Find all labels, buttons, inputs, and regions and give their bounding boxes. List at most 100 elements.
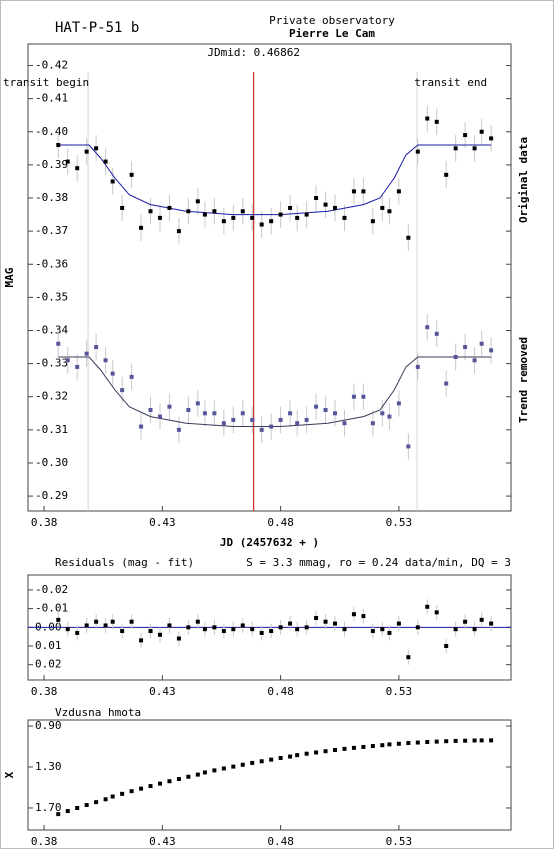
data-point — [453, 354, 458, 359]
data-point — [148, 209, 153, 214]
annotation: S = 3.3 mmag, ro = 0.24 data/min, DQ = 3 — [246, 556, 511, 569]
y-tick-label: -0.39 — [35, 158, 68, 171]
data-point — [84, 149, 89, 154]
y-tick-label: -0.36 — [35, 257, 68, 270]
data-point — [84, 623, 89, 628]
data-point — [444, 643, 449, 648]
data-point — [314, 615, 319, 620]
x-tick-label: 0.38 — [31, 685, 58, 698]
data-point — [472, 146, 477, 151]
data-point — [195, 619, 200, 624]
y-tick-label: -0.32 — [35, 390, 68, 403]
data-point — [129, 619, 134, 624]
y-tick-label: 0.02 — [35, 658, 62, 671]
data-point — [415, 149, 420, 154]
data-point — [202, 212, 207, 217]
data-point — [75, 166, 80, 171]
observer: Pierre Le Cam — [289, 27, 375, 40]
data-point — [323, 202, 328, 207]
data-point — [425, 604, 430, 609]
data-point — [148, 407, 153, 412]
x-tick-label: 0.38 — [31, 516, 58, 529]
x-tick-label: 0.48 — [267, 516, 294, 529]
y-tick-label: 0.01 — [35, 639, 62, 652]
x-axis-label: JD (2457632 + ) — [220, 536, 319, 549]
panel-title: Vzdusna hmota — [55, 706, 141, 719]
data-point — [278, 212, 283, 217]
data-point — [323, 749, 328, 754]
data-point — [167, 779, 172, 784]
data-point — [129, 789, 134, 794]
data-point — [444, 172, 449, 177]
marker-label: transit begin — [3, 76, 89, 89]
data-point — [479, 129, 484, 134]
y-tick-label: -0.41 — [35, 92, 68, 105]
marker-label: JDmid: 0.46862 — [207, 46, 300, 59]
fit-line — [58, 356, 492, 428]
x-tick-label: 0.48 — [267, 685, 294, 698]
legend-label: Original data — [517, 137, 530, 223]
data-point — [288, 411, 293, 416]
data-point — [186, 625, 191, 630]
data-point — [250, 417, 255, 422]
data-point — [370, 421, 375, 426]
data-point — [387, 209, 392, 214]
data-point — [157, 215, 162, 220]
data-point — [139, 225, 144, 230]
data-point — [250, 760, 255, 765]
x-tick-label: 0.43 — [149, 516, 176, 529]
data-point — [396, 189, 401, 194]
panel-title: HAT-P-51 b — [55, 20, 139, 36]
data-point — [65, 627, 70, 632]
data-point — [221, 421, 226, 426]
data-point — [269, 219, 274, 224]
data-point — [453, 738, 458, 743]
data-point — [139, 786, 144, 791]
y-tick-label: -0.38 — [35, 191, 68, 204]
data-point — [84, 803, 89, 808]
data-point — [342, 421, 347, 426]
data-point — [342, 627, 347, 632]
data-point — [406, 444, 411, 449]
data-point — [176, 776, 181, 781]
data-point — [314, 196, 319, 201]
y-tick-label: -0.29 — [35, 489, 68, 502]
data-point — [304, 751, 309, 756]
y-tick-label: 1.30 — [35, 760, 62, 773]
data-point — [472, 358, 477, 363]
data-point — [94, 800, 99, 805]
data-point — [240, 209, 245, 214]
data-point — [314, 404, 319, 409]
data-point — [75, 630, 80, 635]
data-point — [380, 411, 385, 416]
data-point — [463, 345, 468, 350]
data-point — [65, 809, 70, 814]
x-tick-label: 0.53 — [386, 835, 413, 848]
y-axis-label: X — [3, 771, 16, 778]
data-point — [120, 205, 125, 210]
data-point — [463, 738, 468, 743]
y-axis-label: MAG — [3, 267, 16, 287]
data-point — [444, 381, 449, 386]
data-point — [212, 209, 217, 214]
data-point — [103, 159, 108, 164]
data-point — [278, 417, 283, 422]
data-point — [380, 743, 385, 748]
data-point — [288, 621, 293, 626]
data-point — [434, 119, 439, 124]
y-tick-label: -0.37 — [35, 224, 68, 237]
plot-area — [27, 719, 512, 831]
data-point — [333, 205, 338, 210]
data-point — [56, 143, 61, 148]
legend-label: Trend removed — [517, 337, 530, 423]
data-point — [75, 805, 80, 810]
data-point — [295, 627, 300, 632]
data-point — [110, 179, 115, 184]
data-point — [195, 401, 200, 406]
data-point — [94, 345, 99, 350]
data-point — [84, 351, 89, 356]
data-point — [202, 627, 207, 632]
y-tick-label: -0.02 — [35, 583, 68, 596]
x-tick-label: 0.43 — [149, 835, 176, 848]
data-point — [259, 222, 264, 227]
